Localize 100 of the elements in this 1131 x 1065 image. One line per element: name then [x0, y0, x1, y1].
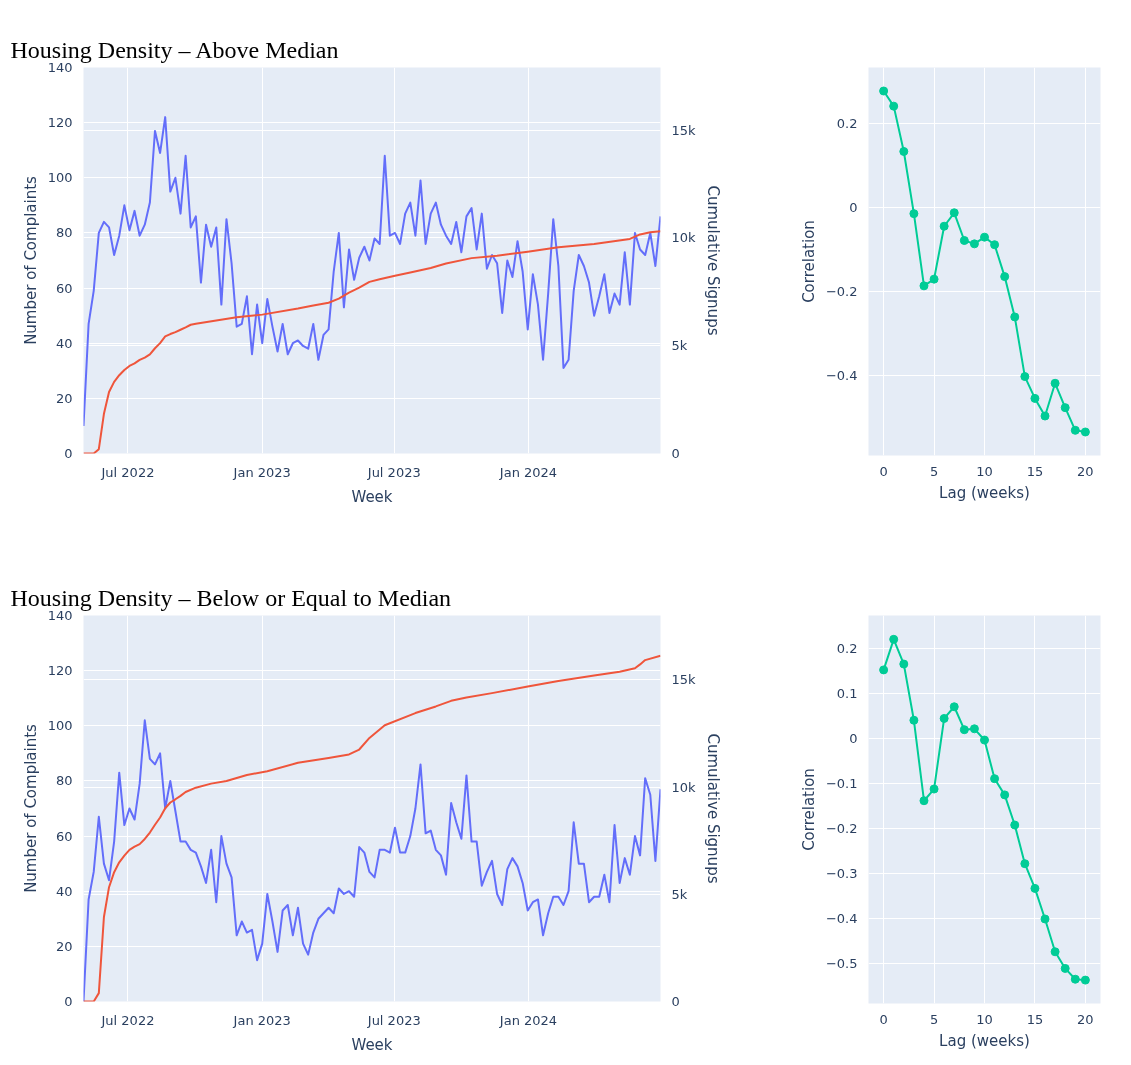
- y-tick-label: −0.3: [825, 865, 858, 881]
- y2-tick-label: 15k: [671, 672, 697, 688]
- x-tick-label: Jan 2024: [498, 464, 558, 480]
- point: [1010, 820, 1020, 830]
- y2-tick-label: 5k: [671, 886, 688, 902]
- point: [899, 146, 909, 156]
- y-tick-label: 140: [47, 608, 73, 623]
- y-tick-label: −0.4: [825, 910, 858, 926]
- y-tick-label: −0.1: [825, 775, 858, 791]
- y2-tick-label: 0: [671, 994, 680, 1009]
- point: [980, 735, 989, 745]
- y2-axis-title: Cumulative Signups: [703, 733, 722, 884]
- point: [909, 209, 919, 219]
- y-tick-label: 0: [64, 446, 73, 461]
- point: [1040, 914, 1050, 924]
- y-tick-label: 0.2: [836, 116, 858, 132]
- x-tick-label: Jan 2024: [498, 1012, 558, 1028]
- x-tick-label: 20: [1077, 1011, 1094, 1027]
- y-tick-label: 20: [55, 938, 73, 954]
- x-tick-label: 0: [879, 463, 888, 479]
- point: [889, 101, 899, 111]
- point: [959, 236, 969, 245]
- y-tick-label: 20: [55, 390, 73, 406]
- x-tick-label: 10: [976, 1011, 993, 1027]
- line-series: [83, 116, 661, 427]
- x-axis-title: Week: [351, 487, 393, 506]
- point: [939, 221, 949, 231]
- x-tick-label: 15: [1026, 1011, 1044, 1027]
- x-tick-label: Jan 2023: [232, 1012, 291, 1028]
- y-tick-label: −0.4: [825, 368, 858, 384]
- x-tick-label: 0: [879, 1011, 888, 1027]
- point: [969, 724, 979, 734]
- point: [1060, 403, 1070, 413]
- x-tick-label: Jul 2022: [100, 1012, 155, 1028]
- point: [1000, 790, 1010, 800]
- y-axis-title: Number of Complaints: [21, 723, 40, 893]
- x-tick-label: 15: [1026, 463, 1044, 479]
- y-tick-label: −0.2: [825, 284, 858, 300]
- point: [919, 796, 929, 806]
- x-axis-title: Lag (weeks): [939, 483, 1030, 502]
- point: [969, 239, 979, 249]
- y-tick-label: 100: [47, 170, 73, 186]
- x-tick-label: 10: [976, 463, 993, 479]
- point: [990, 240, 1000, 250]
- x-tick-label: Jul 2023: [366, 1012, 421, 1028]
- x-tick-label: Jul 2023: [366, 464, 421, 480]
- y-tick-label: 120: [47, 115, 73, 131]
- y-tick-label: 40: [55, 883, 73, 899]
- point: [1030, 883, 1040, 893]
- point: [1030, 393, 1040, 403]
- y-tick-label: 0: [64, 994, 73, 1009]
- y-tick-label: 60: [55, 280, 73, 296]
- point: [919, 281, 929, 291]
- line-series: [83, 719, 661, 1002]
- point: [1070, 974, 1080, 984]
- x-axis-title: Week: [351, 1035, 393, 1054]
- y-tick-label: 80: [55, 225, 73, 241]
- point: [1040, 411, 1050, 421]
- point: [899, 659, 909, 669]
- y2-tick-label: 10k: [671, 779, 697, 795]
- point: [889, 634, 899, 644]
- y-axis-title: Number of Complaints: [21, 175, 40, 345]
- x-tick-label: Jan 2023: [232, 464, 291, 480]
- y-tick-label: 60: [55, 828, 73, 844]
- y-tick-label: 0.1: [836, 685, 858, 701]
- point: [939, 713, 949, 723]
- y-tick-label: −0.2: [825, 820, 858, 836]
- chart-title: Housing Density – Above Median: [10, 36, 339, 63]
- y2-axis-title: Cumulative Signups: [703, 185, 722, 336]
- y-tick-label: 40: [55, 335, 73, 351]
- x-tick-label: Jul 2022: [100, 464, 155, 480]
- y-tick-label: 0.2: [836, 640, 858, 656]
- y-tick-label: 120: [47, 663, 73, 679]
- point: [980, 232, 989, 242]
- y2-tick-label: 5k: [671, 338, 688, 354]
- x-tick-label: 5: [929, 463, 939, 479]
- point: [959, 725, 969, 735]
- point: [1070, 425, 1080, 435]
- point: [1060, 963, 1070, 973]
- point: [1050, 378, 1060, 388]
- point: [909, 715, 919, 725]
- y-axis-title: Correlation: [799, 768, 818, 851]
- point: [1020, 372, 1030, 382]
- point: [949, 208, 959, 218]
- x-axis-title: Lag (weeks): [939, 1031, 1030, 1050]
- y-tick-label: 0: [849, 730, 858, 746]
- y-tick-label: −0.5: [825, 955, 858, 971]
- point: [1050, 947, 1060, 957]
- y-tick-label: 80: [55, 773, 73, 789]
- x-tick-label: 5: [929, 1011, 939, 1027]
- y2-tick-label: 10k: [671, 230, 697, 246]
- point: [990, 774, 1000, 784]
- point: [879, 665, 889, 675]
- point: [1080, 975, 1090, 985]
- y2-tick-label: 15k: [671, 122, 697, 138]
- y-axis-title: Correlation: [799, 220, 818, 303]
- point: [1010, 312, 1020, 322]
- point: [929, 784, 939, 794]
- y2-tick-label: 0: [671, 446, 680, 461]
- point: [1020, 859, 1030, 869]
